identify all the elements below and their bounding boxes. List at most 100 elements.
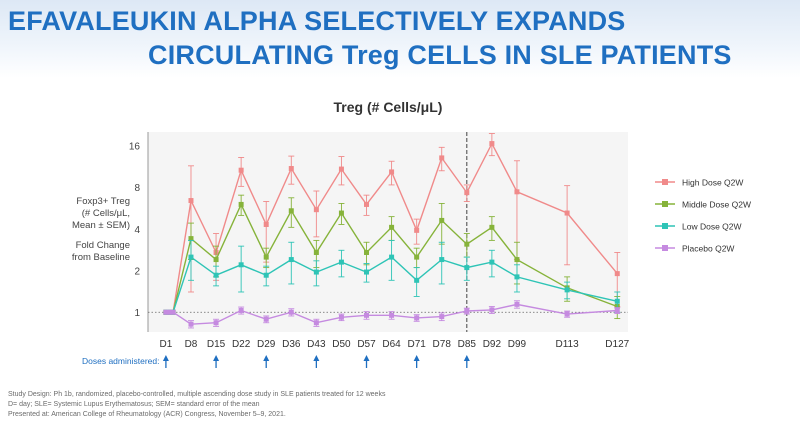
data-point xyxy=(614,298,620,304)
data-point xyxy=(213,257,219,263)
x-tick-label: D71 xyxy=(407,339,426,350)
y-axis-label-4: Fold Change xyxy=(75,240,130,251)
legend-label: Low Dose Q2W xyxy=(682,222,742,232)
footnote-study-design: Study Design: Ph 1b, randomized, placebo… xyxy=(8,391,386,398)
series-placebo-q2w xyxy=(163,300,621,329)
data-point xyxy=(188,321,194,327)
data-point xyxy=(238,262,244,268)
data-point xyxy=(614,307,620,313)
data-point xyxy=(439,155,445,161)
x-tick-label: D22 xyxy=(232,339,251,350)
data-point xyxy=(489,224,495,230)
x-tick-label: D78 xyxy=(433,339,452,350)
data-point xyxy=(338,210,344,216)
x-tick-label: D50 xyxy=(332,339,351,350)
dose-arrow-head xyxy=(413,355,420,361)
data-point xyxy=(564,287,570,293)
dose-arrow-head xyxy=(263,355,270,361)
data-point xyxy=(414,277,420,283)
data-point xyxy=(414,254,420,260)
x-tick-label: D43 xyxy=(307,339,326,350)
data-point xyxy=(166,309,172,315)
plot-area xyxy=(148,132,628,332)
data-point xyxy=(439,314,445,320)
dose-arrow-head xyxy=(162,355,169,361)
footnote-abbreviations: D= day; SLE= Systemic Lupus Erythematosu… xyxy=(8,401,260,408)
legend-swatch-marker xyxy=(662,245,668,251)
dose-arrow-head xyxy=(363,355,370,361)
data-point xyxy=(263,316,269,322)
y-axis-label-1: Foxp3+ Treg xyxy=(76,196,130,207)
dose-arrow-head xyxy=(313,355,320,361)
x-tick-label: D127 xyxy=(605,339,629,350)
data-point xyxy=(464,308,470,314)
data-point xyxy=(389,169,395,175)
data-point xyxy=(464,241,470,247)
data-point xyxy=(489,259,495,265)
x-tick-label: D1 xyxy=(160,339,173,350)
x-tick-label: D8 xyxy=(185,339,198,350)
data-point xyxy=(313,249,319,255)
slide-title-line-1: EFAVALEUKIN ALPHA SELECTIVELY EXPANDS xyxy=(8,6,626,36)
data-point xyxy=(564,311,570,317)
data-point xyxy=(389,224,395,230)
data-point xyxy=(163,309,169,315)
dose-arrow-head xyxy=(213,355,220,361)
x-tick-label: D15 xyxy=(207,339,226,350)
title-band xyxy=(0,0,800,78)
x-tick-label: D85 xyxy=(458,339,477,350)
data-point xyxy=(439,257,445,263)
data-point xyxy=(338,259,344,265)
y-axis-label-2: (# Cells/μL, xyxy=(81,208,130,219)
data-point xyxy=(288,166,294,172)
data-point xyxy=(514,301,520,307)
data-point xyxy=(188,198,194,204)
data-point xyxy=(514,189,520,195)
data-point xyxy=(238,167,244,173)
dose-arrow-head xyxy=(463,355,470,361)
data-point xyxy=(188,236,194,242)
data-point xyxy=(439,217,445,223)
data-point xyxy=(238,307,244,313)
y-tick-label: 8 xyxy=(134,183,140,194)
legend-label: High Dose Q2W xyxy=(682,178,743,188)
data-point xyxy=(238,201,244,207)
data-point xyxy=(263,272,269,278)
x-tick-label: D36 xyxy=(282,339,301,350)
data-point xyxy=(213,272,219,278)
data-point xyxy=(489,307,495,313)
data-point xyxy=(263,254,269,260)
series-low-dose-q2w xyxy=(163,239,621,315)
data-point xyxy=(414,315,420,321)
data-point xyxy=(263,221,269,227)
data-point xyxy=(464,265,470,271)
data-point xyxy=(313,207,319,213)
data-point xyxy=(288,208,294,214)
y-axis-label-3: Mean ± SEM) xyxy=(71,220,130,231)
y-axis-label-5: from Baseline xyxy=(71,252,130,263)
data-point xyxy=(514,257,520,263)
data-point xyxy=(514,274,520,280)
data-point xyxy=(389,312,395,318)
data-point xyxy=(213,320,219,326)
legend-swatch-marker xyxy=(662,223,668,229)
x-tick-label: D57 xyxy=(357,339,376,350)
x-tick-label: D92 xyxy=(483,339,502,350)
slide-title-line-2: CIRCULATING Treg CELLS IN SLE PATIENTS xyxy=(148,40,732,70)
chart-title: Treg (# Cells/μL) xyxy=(334,99,443,115)
legend-swatch-marker xyxy=(662,179,668,185)
footnote-presented-at: Presented at: American College of Rheuma… xyxy=(8,411,286,418)
data-point xyxy=(464,190,470,196)
x-tick-label: D99 xyxy=(508,339,527,350)
data-point xyxy=(188,254,194,260)
data-point xyxy=(564,210,570,216)
data-point xyxy=(364,201,370,207)
data-point xyxy=(313,320,319,326)
data-point xyxy=(338,166,344,172)
data-point xyxy=(288,257,294,263)
data-point xyxy=(614,271,620,277)
data-point xyxy=(364,249,370,255)
data-point xyxy=(414,227,420,233)
data-point xyxy=(288,309,294,315)
